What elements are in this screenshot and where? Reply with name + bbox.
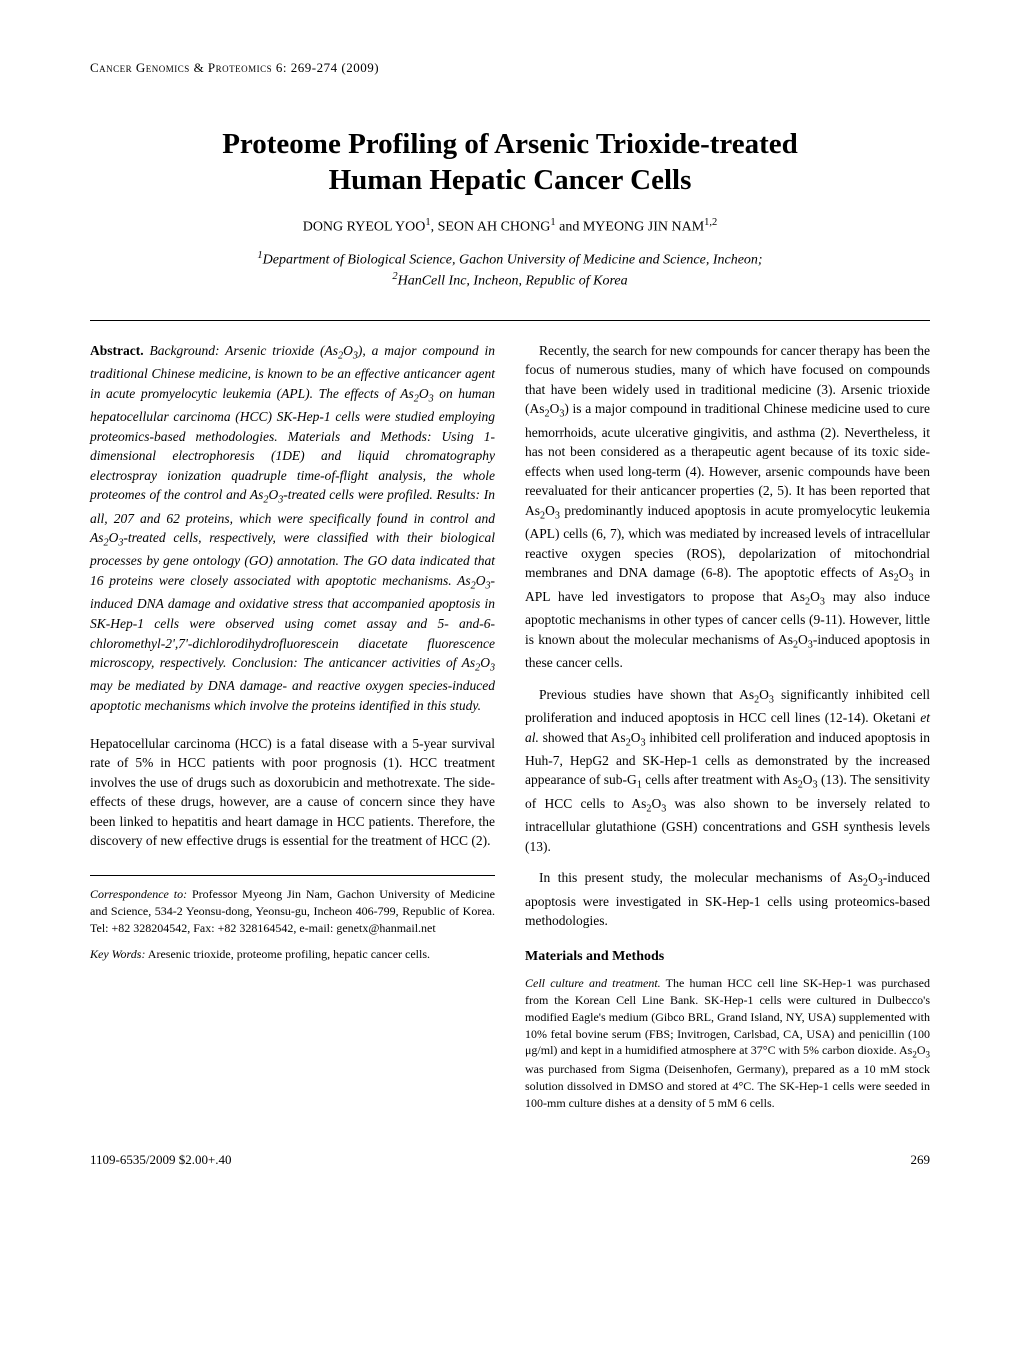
body-paragraph-1: Recently, the search for new compounds f… [525,341,930,673]
abstract-block: Abstract. Background: Arsenic trioxide (… [90,341,495,716]
correspondence-divider [90,875,495,876]
keywords-text: Aresenic trioxide, proteome profiling, h… [145,947,430,961]
methods-body: The human HCC cell line SK-Hep-1 was pur… [525,976,930,1110]
body-paragraph-3: In this present study, the molecular mec… [525,868,930,930]
methods-heading: Materials and Methods [525,947,930,967]
methods-subheading: Cell culture and treatment. [525,976,661,990]
correspondence-block: Correspondence to: Professor Myeong Jin … [90,886,495,936]
keywords-label: Key Words: [90,947,145,961]
footer-left: 1109-6535/2009 $2.00+.40 [90,1152,232,1168]
article-title: Proteome Profiling of Arsenic Trioxide-t… [90,126,930,199]
two-column-layout: Abstract. Background: Arsenic trioxide (… [90,341,930,1112]
affiliations: 1Department of Biological Science, Gacho… [90,249,930,292]
footer-page-number: 269 [911,1152,931,1168]
title-line-2: Human Hepatic Cancer Cells [329,164,692,196]
left-column: Abstract. Background: Arsenic trioxide (… [90,341,495,1112]
page-footer: 1109-6535/2009 $2.00+.40 269 [90,1152,930,1168]
keywords-block: Key Words: Aresenic trioxide, proteome p… [90,946,495,963]
body-paragraph-2: Previous studies have shown that As2O3 s… [525,685,930,857]
correspondence-label: Correspondence to: [90,887,187,901]
author-list: DONG RYEOL YOO1, SEON AH CHONG1 and MYEO… [90,217,930,236]
intro-paragraph: Hepatocellular carcinoma (HCC) is a fata… [90,734,495,851]
title-line-1: Proteome Profiling of Arsenic Trioxide-t… [222,128,798,160]
methods-paragraph: Cell culture and treatment. The human HC… [525,975,930,1112]
abstract-label: Abstract. [90,343,144,358]
horizontal-rule [90,320,930,321]
abstract-text: Background: Arsenic trioxide (As2O3), a … [90,343,495,713]
journal-volume-pages: 6: 269-274 (2009) [272,60,379,75]
right-column: Recently, the search for new compounds f… [525,341,930,1112]
journal-header: Cancer Genomics & Proteomics 6: 269-274 … [90,60,930,76]
journal-name: Cancer Genomics & Proteomics [90,60,272,75]
